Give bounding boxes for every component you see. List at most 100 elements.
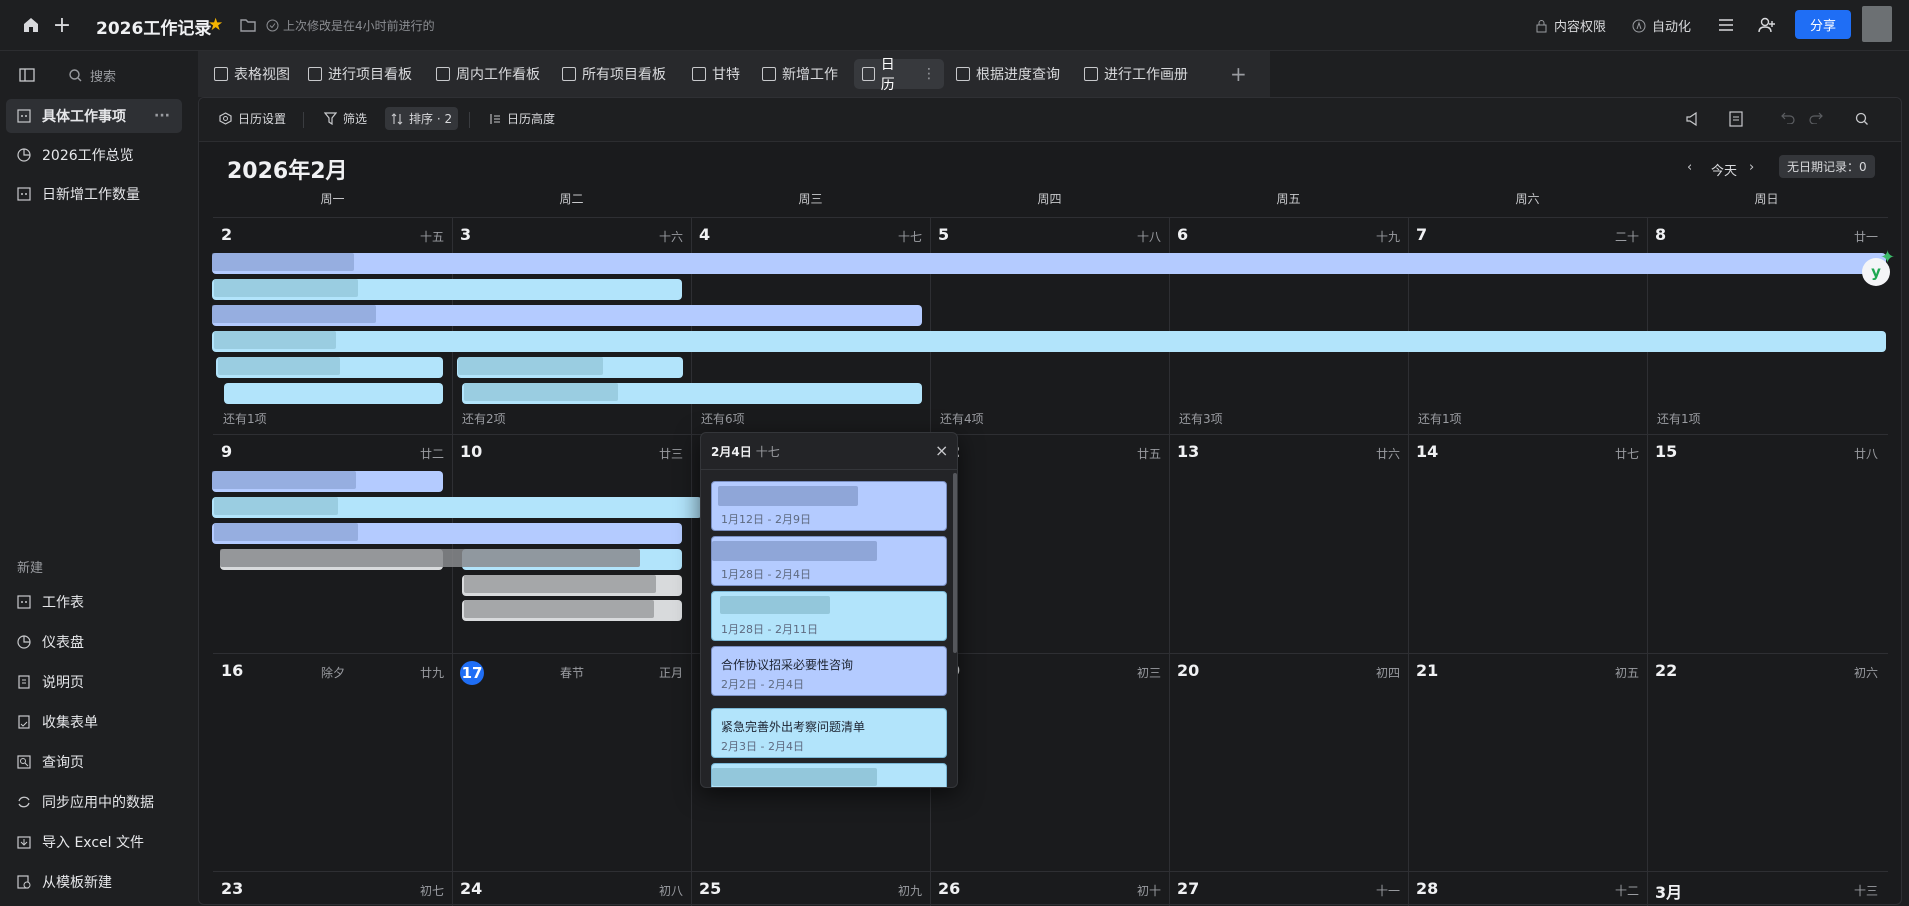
add-user-icon[interactable] <box>1755 13 1779 37</box>
redacted-text <box>220 549 640 567</box>
import-excel-button[interactable]: 导入 Excel 文件 <box>6 825 182 859</box>
day-number: 14 <box>1416 442 1439 461</box>
weekday-header: 周日 <box>1754 192 1779 206</box>
template-button[interactable]: 从模板新建 <box>6 865 182 899</box>
search-icon[interactable] <box>1855 112 1869 126</box>
day-cell[interactable] <box>1647 217 1886 434</box>
event-card[interactable]: 1月12日 - 2月9日 <box>711 481 947 531</box>
sync-data-button[interactable]: 同步应用中的数据 <box>6 785 182 819</box>
filter-button[interactable]: 筛选 <box>324 110 367 127</box>
tab-calendar[interactable]: 日历 ⋮ <box>854 57 944 93</box>
day-cell[interactable] <box>930 217 1169 434</box>
search-input[interactable]: 搜索 <box>69 66 116 85</box>
assistant-badge-icon[interactable]: y <box>1862 258 1890 286</box>
redacted-text <box>214 523 358 541</box>
event-card[interactable]: 合作协议招采必要性咨询 2月2日 - 2月4日 <box>711 646 947 696</box>
tab-new-work[interactable]: 新增工作 <box>754 59 846 89</box>
undo-icon[interactable] <box>1781 112 1795 124</box>
sort-button[interactable]: 排序 · 2 <box>385 107 459 130</box>
sidebar-item-detail[interactable]: 具体工作事项 ··· <box>6 99 182 133</box>
day-cell[interactable] <box>1408 653 1647 871</box>
today-date[interactable]: 17 <box>460 661 484 685</box>
more-events-link[interactable]: 还有3项 <box>1179 412 1223 426</box>
add-icon[interactable]: + <box>52 12 72 38</box>
lock-icon <box>1536 19 1547 32</box>
next-month-icon[interactable]: › <box>1749 160 1755 175</box>
add-tab-icon[interactable]: + <box>1230 62 1247 86</box>
menu-icon[interactable] <box>1714 13 1738 37</box>
redacted-text <box>212 253 354 271</box>
calendar-icon <box>862 67 875 81</box>
permission-button[interactable]: 内容权限 <box>1535 16 1606 35</box>
day-cell[interactable] <box>1169 653 1408 871</box>
new-form-button[interactable]: 收集表单 <box>6 705 182 739</box>
more-events-link[interactable]: 还有1项 <box>1657 412 1701 426</box>
calendar-settings-button[interactable]: 日历设置 <box>219 110 286 127</box>
avatar[interactable] <box>1862 6 1892 42</box>
event-card[interactable]: 1月28日 - 2月11日 <box>711 591 947 641</box>
new-doc-button[interactable]: 说明页 <box>6 665 182 699</box>
new-dashboard-button[interactable]: 仪表盘 <box>6 625 182 659</box>
day-cell[interactable] <box>1647 434 1886 653</box>
day-cell[interactable] <box>1169 434 1408 653</box>
more-events-link[interactable]: 还有4项 <box>940 412 984 426</box>
divider <box>469 112 470 128</box>
more-events-link[interactable]: 还有2项 <box>462 412 506 426</box>
no-date-records[interactable]: 无日期记录：0 <box>1779 155 1875 178</box>
share-button[interactable]: 分享 <box>1795 10 1851 39</box>
day-cell[interactable] <box>1647 653 1886 871</box>
day-cell[interactable] <box>1408 434 1647 653</box>
grid-sheet-icon <box>6 187 42 201</box>
more-events-link[interactable]: 还有1项 <box>1418 412 1462 426</box>
more-events-link[interactable]: 还有6项 <box>701 412 745 426</box>
month-title: 2026年2月 <box>227 159 348 184</box>
redo-icon[interactable] <box>1809 112 1823 124</box>
close-icon[interactable]: × <box>935 441 949 460</box>
automation-button[interactable]: 自动化 <box>1632 16 1691 35</box>
sidebar: 搜索 具体工作事项 ··· 2026工作总览 日新增工作数量 新建 工作表 仪表… <box>0 51 198 905</box>
new-query-button[interactable]: 查询页 <box>6 745 182 779</box>
sidebar-item-daily[interactable]: 日新增工作数量 <box>6 177 182 211</box>
announce-icon[interactable] <box>1685 111 1701 127</box>
event-card[interactable]: 1月28日 - 2月4日 <box>711 536 947 586</box>
event-bar[interactable] <box>224 383 443 404</box>
event-bar[interactable] <box>212 331 1886 352</box>
folder-icon[interactable] <box>236 13 260 37</box>
day-cell[interactable] <box>452 653 691 871</box>
event-bar[interactable] <box>212 253 1886 274</box>
home-icon[interactable] <box>19 13 43 37</box>
row-height-button[interactable]: 日历高度 <box>489 110 555 127</box>
more-icon[interactable]: ··· <box>154 108 170 124</box>
day-cell[interactable] <box>930 653 1169 871</box>
query-icon <box>956 67 970 81</box>
note-icon[interactable] <box>1729 111 1743 127</box>
lunar-date: 廿五 <box>1136 447 1161 461</box>
sidebar-toggle-icon[interactable] <box>19 68 35 82</box>
day-cell[interactable] <box>930 434 1169 653</box>
redacted-text <box>214 497 338 515</box>
tab-progress-query[interactable]: 根据进度查询 <box>948 59 1068 89</box>
tab-gallery[interactable]: 进行工作画册 <box>1076 59 1196 89</box>
day-number: 9 <box>221 442 233 461</box>
new-sheet-button[interactable]: 工作表 <box>6 585 182 619</box>
day-cell[interactable] <box>1408 217 1647 434</box>
tab-weekly-board[interactable]: 周内工作看板 <box>428 59 548 89</box>
tab-gantt[interactable]: 甘特 <box>684 59 748 89</box>
tab-more-icon[interactable]: ⋮ <box>922 66 936 82</box>
day-number: 21 <box>1416 661 1439 680</box>
event-bar[interactable] <box>212 305 922 326</box>
sidebar-item-overview[interactable]: 2026工作总览 <box>6 138 182 172</box>
popup-scrollbar[interactable] <box>953 473 957 653</box>
tab-table[interactable]: 表格视图 <box>206 59 298 89</box>
event-card[interactable] <box>711 763 947 787</box>
lunar-date: 初十 <box>1136 884 1161 898</box>
day-cell[interactable] <box>1169 217 1408 434</box>
tab-ongoing-board[interactable]: 进行项目看板 <box>300 59 420 89</box>
event-card[interactable]: 紧急完善外出考察问题清单 2月3日 - 2月4日 <box>711 708 947 758</box>
star-icon[interactable]: ★ <box>208 15 224 35</box>
today-button[interactable]: 今天 <box>1711 164 1738 179</box>
tab-all-board[interactable]: 所有项目看板 <box>554 59 674 89</box>
day-cell[interactable] <box>213 653 452 871</box>
prev-month-icon[interactable]: ‹ <box>1687 160 1693 175</box>
more-events-link[interactable]: 还有1项 <box>223 412 267 426</box>
